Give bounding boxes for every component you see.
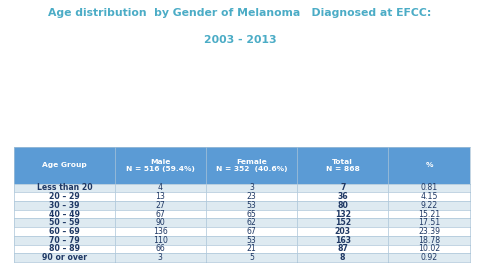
Text: 9.22: 9.22	[421, 201, 438, 210]
Text: 36: 36	[337, 192, 348, 201]
Text: Age Group: Age Group	[42, 162, 87, 168]
Text: 80 – 89: 80 – 89	[49, 244, 80, 253]
Text: 4.15: 4.15	[420, 192, 438, 201]
Text: 53: 53	[247, 201, 256, 210]
Text: 0.92: 0.92	[421, 253, 438, 262]
Text: 17.51: 17.51	[418, 218, 441, 227]
Text: 3: 3	[249, 183, 254, 193]
Text: 13: 13	[156, 192, 165, 201]
Text: 70 – 79: 70 – 79	[49, 236, 80, 245]
Text: 7: 7	[340, 183, 346, 193]
Text: 18.78: 18.78	[418, 236, 441, 245]
Text: 50 – 59: 50 – 59	[49, 218, 80, 227]
Text: 65: 65	[247, 210, 256, 218]
Text: 80: 80	[337, 201, 348, 210]
Text: 4: 4	[158, 183, 163, 193]
Text: 23.39: 23.39	[419, 227, 440, 236]
Text: 60 – 69: 60 – 69	[49, 227, 80, 236]
Text: 67: 67	[156, 210, 165, 218]
Text: 152: 152	[335, 218, 351, 227]
Text: %: %	[426, 162, 433, 168]
Text: 67: 67	[247, 227, 256, 236]
Text: 66: 66	[156, 244, 165, 253]
Text: 3: 3	[158, 253, 163, 262]
Text: 27: 27	[156, 201, 165, 210]
Text: 40 – 49: 40 – 49	[49, 210, 80, 218]
Text: 8: 8	[340, 253, 346, 262]
Text: 30 – 39: 30 – 39	[49, 201, 80, 210]
Text: Male
N = 516 (59.4%): Male N = 516 (59.4%)	[126, 158, 195, 172]
Text: 136: 136	[153, 227, 168, 236]
Text: 21: 21	[247, 244, 256, 253]
Text: 53: 53	[247, 236, 256, 245]
Text: 20 – 29: 20 – 29	[49, 192, 80, 201]
Text: Female
N = 352  (40.6%): Female N = 352 (40.6%)	[216, 158, 287, 172]
Text: 203: 203	[335, 227, 351, 236]
Text: 62: 62	[247, 218, 256, 227]
Text: 2003 - 2013: 2003 - 2013	[204, 35, 276, 45]
Text: Total
N = 868: Total N = 868	[326, 158, 360, 172]
Text: 10.02: 10.02	[418, 244, 441, 253]
Text: Age distribution  by Gender of Melanoma   Diagnosed at EFCC:: Age distribution by Gender of Melanoma D…	[48, 8, 432, 18]
Text: 23: 23	[247, 192, 256, 201]
Text: 15.21: 15.21	[418, 210, 441, 218]
Text: 90 or over: 90 or over	[42, 253, 87, 262]
Text: 5: 5	[249, 253, 254, 262]
Text: 163: 163	[335, 236, 351, 245]
Text: 90: 90	[156, 218, 165, 227]
Text: 87: 87	[337, 244, 348, 253]
Text: 132: 132	[335, 210, 351, 218]
Text: 0.81: 0.81	[421, 183, 438, 193]
Text: Less than 20: Less than 20	[37, 183, 92, 193]
Text: 110: 110	[153, 236, 168, 245]
